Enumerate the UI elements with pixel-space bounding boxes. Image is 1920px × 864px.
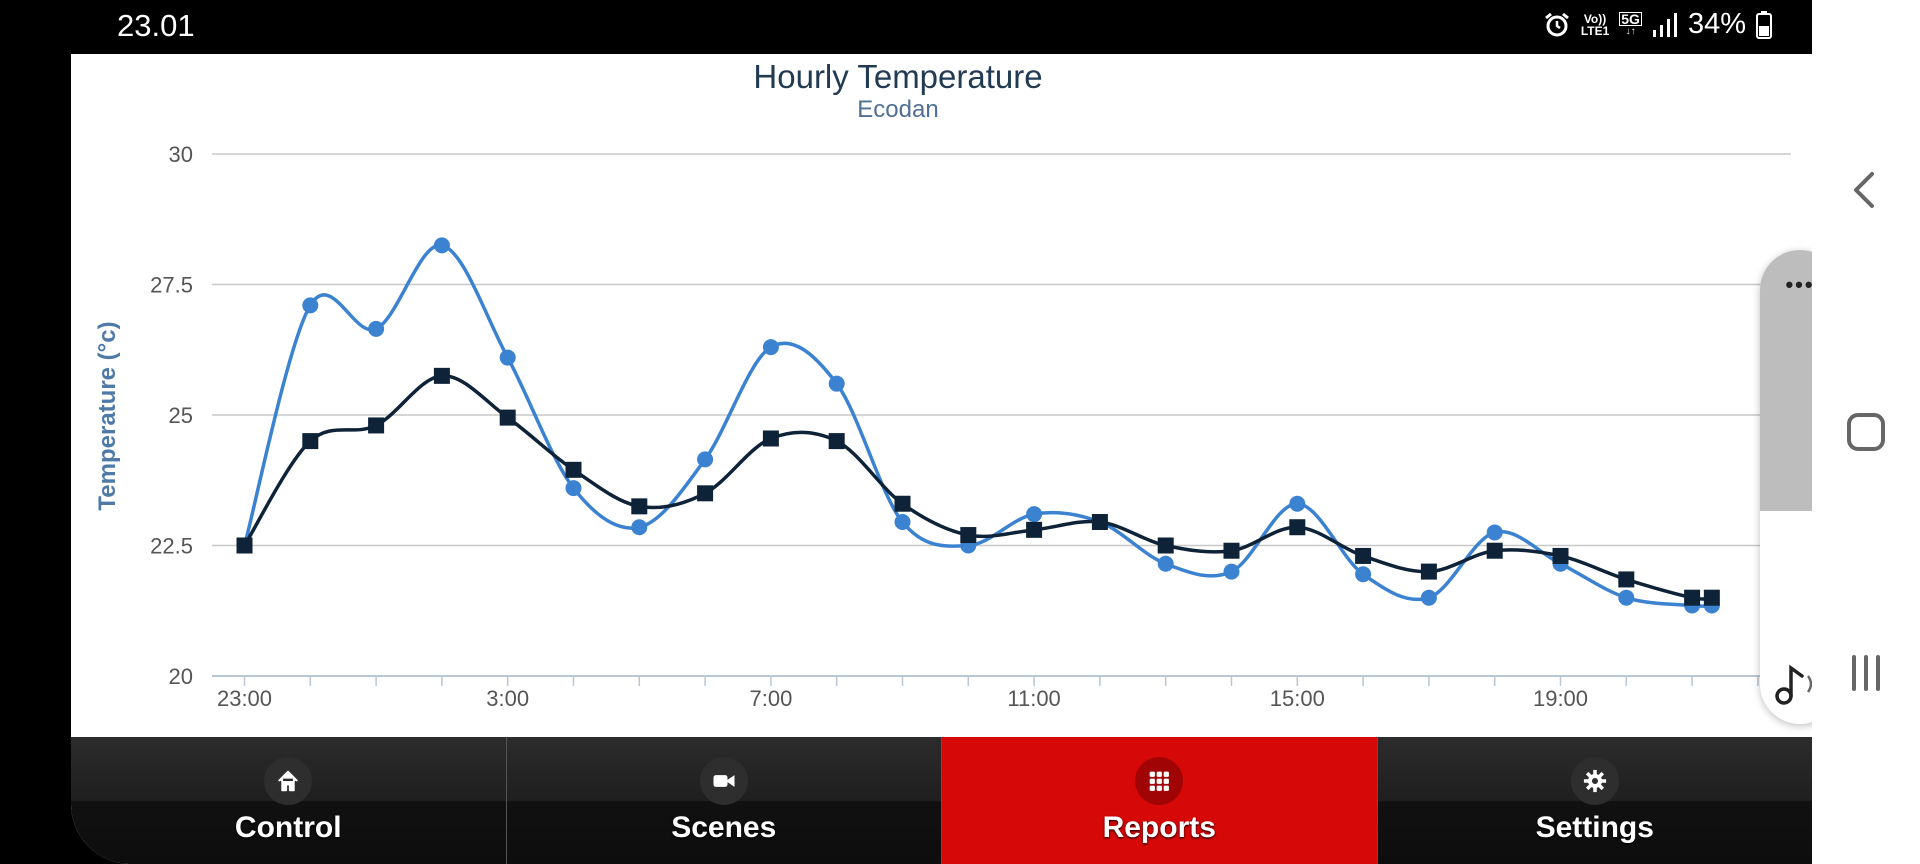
data-point[interactable] — [1289, 495, 1306, 512]
data-point[interactable] — [1552, 547, 1569, 564]
data-point[interactable] — [1420, 589, 1437, 606]
x-axis: 23:00 3:00 7:00 11:00 15:00 19:00 — [217, 676, 1759, 711]
data-point[interactable] — [1157, 555, 1174, 572]
data-point[interactable] — [1223, 542, 1240, 559]
series-line — [243, 374, 1713, 601]
temperature-chart: Hourly Temperature Ecodan Temperature (°… — [94, 58, 1791, 711]
data-point[interactable] — [697, 451, 714, 468]
data-point[interactable] — [894, 514, 911, 531]
battery-percent: 34% — [1687, 8, 1746, 40]
data-point[interactable] — [236, 537, 253, 554]
tab-control[interactable]: Control — [71, 737, 507, 864]
data-series — [236, 237, 1720, 614]
data-point[interactable] — [433, 237, 450, 254]
data-point[interactable] — [1223, 563, 1240, 580]
x-tick-label: 15:00 — [1270, 686, 1325, 711]
data-point[interactable] — [1026, 506, 1043, 523]
x-tick-label: 7:00 — [749, 686, 792, 711]
tab-label: Control — [234, 811, 342, 844]
recents-icon[interactable] — [1838, 645, 1894, 701]
data-point[interactable] — [1355, 547, 1372, 564]
data-point[interactable] — [1355, 566, 1372, 583]
data-point[interactable] — [631, 498, 648, 515]
network-type-label: 5G — [1619, 10, 1642, 27]
data-point[interactable] — [1703, 589, 1720, 606]
grid-icon — [1135, 757, 1184, 805]
data-point[interactable] — [1157, 537, 1174, 554]
data-point[interactable] — [302, 297, 319, 314]
data-point[interactable] — [1684, 589, 1701, 606]
data-point[interactable] — [1618, 589, 1635, 606]
data-point[interactable] — [828, 433, 845, 450]
status-icons: Vo)) LTE1 5G ↓↑ 34% — [1543, 8, 1772, 41]
x-tick-label: 19:00 — [1533, 686, 1588, 711]
grid-lines — [212, 153, 1791, 677]
data-point[interactable] — [368, 417, 385, 434]
volte-icon: Vo)) LTE1 — [1581, 13, 1609, 37]
alarm-icon — [1544, 12, 1569, 36]
more-options-icon[interactable]: ••• — [1785, 272, 1812, 297]
tab-label: Reports — [1102, 811, 1216, 844]
tab-reports[interactable]: Reports — [942, 737, 1378, 864]
x-tick-label: 11:00 — [1007, 686, 1060, 711]
data-point[interactable] — [894, 495, 911, 512]
home-square-icon[interactable] — [1838, 404, 1894, 460]
y-axis-label: Temperature (°c) — [94, 321, 121, 510]
data-point[interactable] — [368, 320, 385, 337]
series-1 — [236, 237, 1720, 614]
y-tick-label: 22.5 — [150, 534, 193, 559]
data-point[interactable] — [1091, 514, 1108, 531]
x-tick-label: 3:00 — [486, 686, 529, 711]
data-point[interactable] — [433, 367, 450, 384]
home-icon — [264, 757, 313, 805]
data-point[interactable] — [1026, 521, 1043, 538]
data-point[interactable] — [960, 527, 977, 544]
series-2 — [236, 367, 1720, 606]
data-point[interactable] — [828, 375, 845, 392]
app-window: Hourly Temperature Ecodan Temperature (°… — [71, 54, 1812, 864]
data-point[interactable] — [762, 339, 779, 356]
data-point[interactable] — [1618, 571, 1635, 588]
bottom-tab-bar: Control Scenes Reports Settings — [71, 737, 1812, 864]
tab-settings[interactable]: Settings — [1378, 737, 1813, 864]
data-point[interactable] — [302, 433, 319, 450]
back-icon[interactable] — [1838, 162, 1894, 218]
data-point[interactable] — [1486, 542, 1503, 559]
tab-scenes[interactable]: Scenes — [507, 737, 942, 864]
volume-level-fill[interactable] — [1760, 250, 1812, 511]
data-point[interactable] — [1420, 563, 1437, 580]
status-time: 23.01 — [117, 8, 195, 43]
volume-panel[interactable]: ••• — [1760, 250, 1812, 724]
system-nav-bar — [1812, 0, 1920, 864]
data-point[interactable] — [762, 430, 779, 447]
y-tick-label: 20 — [169, 664, 193, 689]
battery-icon — [1756, 10, 1772, 39]
data-point[interactable] — [1289, 519, 1306, 536]
status-bar: 23.01 Vo)) LTE1 5G ↓↑ 34% — [0, 0, 1812, 54]
data-point[interactable] — [565, 461, 582, 478]
music-note-icon[interactable] — [1774, 662, 1812, 706]
y-tick-label: 30 — [169, 142, 193, 167]
signal-icon — [1652, 12, 1677, 37]
chart-subtitle: Ecodan — [857, 96, 938, 123]
5g-icon: 5G ↓↑ — [1619, 10, 1642, 37]
tab-label: Scenes — [671, 811, 777, 844]
network-top-label: Vo)) — [1583, 11, 1607, 26]
tab-label: Settings — [1535, 811, 1654, 844]
x-tick-label: 23:00 — [217, 686, 272, 711]
y-tick-labels: 20 22.5 25 27.5 30 — [150, 142, 193, 689]
chart-title: Hourly Temperature — [753, 58, 1042, 95]
data-point[interactable] — [499, 349, 516, 366]
data-point[interactable] — [631, 519, 648, 536]
gear-icon — [1570, 757, 1619, 805]
data-point[interactable] — [697, 485, 714, 502]
data-point[interactable] — [565, 480, 582, 497]
data-point[interactable] — [1486, 524, 1503, 541]
video-camera-icon — [699, 757, 748, 805]
data-point[interactable] — [499, 409, 516, 426]
y-tick-label: 27.5 — [150, 273, 193, 298]
y-tick-label: 25 — [169, 403, 193, 428]
network-bottom-label: LTE1 — [1580, 23, 1610, 38]
